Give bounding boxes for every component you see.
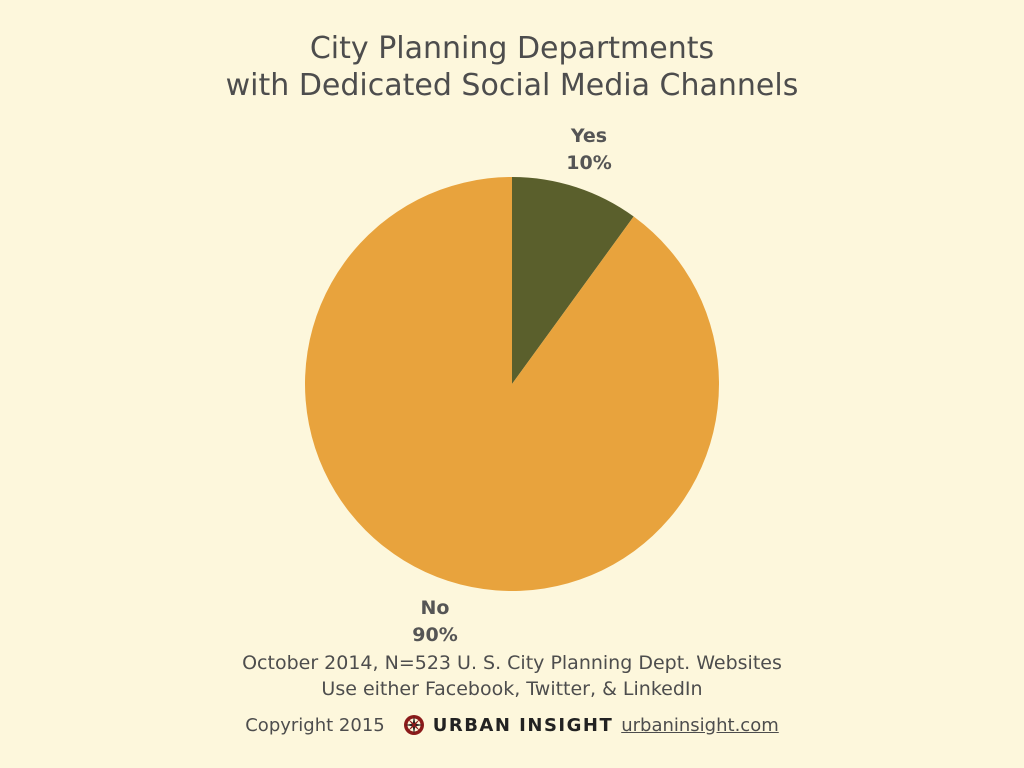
- footer: Copyright 2015 URBAN INSIGHT urbaninsigh…: [0, 714, 1024, 736]
- compass-rose-icon: [403, 714, 425, 736]
- copyright-text: Copyright 2015: [245, 714, 385, 736]
- brand-name: URBAN INSIGHT: [432, 714, 614, 736]
- pie-slice-no: [305, 177, 719, 591]
- website-link[interactable]: urbaninsight.com: [621, 714, 779, 736]
- chart-title-line-2: with Dedicated Social Media Channels: [225, 68, 799, 103]
- method-note: Use either Facebook, Twitter, & LinkedIn: [321, 678, 703, 700]
- chart-title-line-1: City Planning Departments: [309, 31, 715, 66]
- chart-title: City Planning Departments with Dedicated…: [0, 30, 1024, 104]
- slice-label-no-value: 90%: [412, 624, 457, 646]
- source-note: October 2014, N=523 U. S. City Planning …: [242, 652, 782, 674]
- pie-slice-yes: [512, 177, 634, 384]
- slice-label-yes-value: 10%: [566, 152, 611, 174]
- slice-label-no-name: No: [421, 597, 450, 619]
- slice-label-yes-name: Yes: [570, 125, 607, 147]
